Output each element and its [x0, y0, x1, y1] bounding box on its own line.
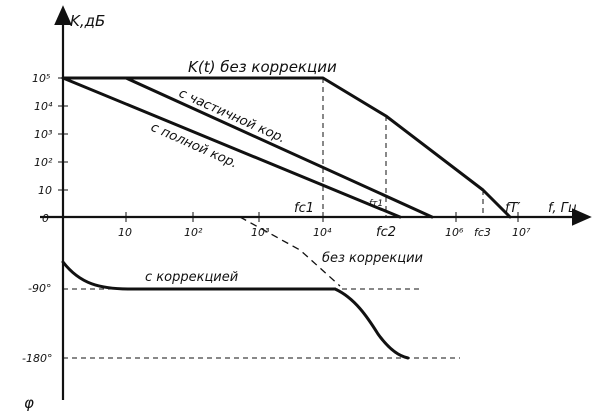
phase-tick-label: -90°	[28, 282, 51, 295]
label-no-correction: K(t) без коррекции	[188, 58, 337, 76]
curve-full-correction	[61, 76, 402, 219]
y-tick-label: 10	[38, 184, 52, 197]
x-tick-label: 10²	[184, 226, 203, 239]
x-tick-label: 10³	[251, 226, 270, 239]
y-tick-label: 10³	[34, 128, 53, 141]
y-tick-label: 10²	[34, 156, 53, 169]
y-axis-label: K,дБ	[70, 12, 105, 30]
label-phase-without-correction: без коррекции	[322, 251, 423, 266]
x-tick-label: 10⁷	[512, 226, 531, 239]
x-tick-label: 10⁴	[313, 226, 332, 239]
phase-tick-label: -180°	[22, 352, 52, 365]
label-fc2: fc2	[376, 225, 396, 240]
label-phase-with-correction: с коррекцией	[145, 270, 238, 285]
x-tick-label: 10	[118, 226, 132, 239]
phase-axis-label: φ	[24, 394, 34, 412]
x-axis-label: f, Гц	[548, 201, 577, 216]
x-tick-label: 10⁶	[445, 226, 464, 239]
phase-curve-without-correction	[333, 287, 410, 360]
y-tick-label: 10⁴	[34, 100, 53, 113]
phase-curve-with-correction	[61, 260, 337, 291]
label-fc1: fc1	[294, 201, 314, 216]
curve-partial-correction	[124, 76, 434, 219]
label-fT: fT′	[505, 201, 521, 216]
label-ft1: fт1	[369, 199, 383, 209]
y-tick-label: 0	[42, 212, 49, 225]
y-tick-label: 10⁵	[32, 72, 50, 85]
label-fc3: fc3	[474, 226, 491, 239]
curve-no-correction	[61, 76, 512, 219]
